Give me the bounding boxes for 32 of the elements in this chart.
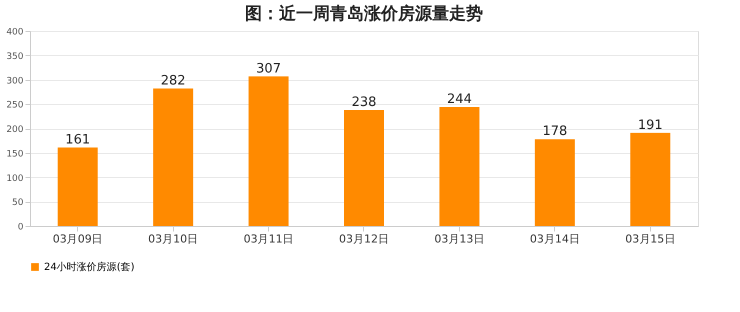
y-tick-label: 50: [12, 198, 24, 208]
x-tick-label: 03月10日: [148, 232, 198, 246]
bar: [344, 110, 384, 226]
x-tick-label: 03月11日: [244, 232, 294, 246]
x-tick-label: 03月15日: [625, 232, 676, 246]
data-label: 178: [542, 124, 568, 140]
data-label: 191: [638, 118, 663, 133]
y-tick-label: 300: [6, 76, 24, 86]
x-tick-label: 03月12日: [339, 232, 389, 246]
y-tick-label: 350: [6, 52, 24, 62]
data-label: 161: [65, 132, 90, 148]
y-tick-label: 250: [6, 100, 24, 111]
x-tick-label: 03月09日: [52, 232, 103, 246]
y-tick-label: 100: [6, 174, 24, 184]
data-label: 244: [447, 92, 472, 108]
legend-label: 24小时涨价房源(套): [44, 261, 135, 273]
bar: [439, 107, 480, 226]
x-tick-label: 03月13日: [434, 232, 484, 246]
data-label: 307: [256, 61, 281, 76]
x-tick-label: 03月14日: [530, 232, 580, 246]
bar: [248, 76, 289, 226]
bar: [58, 148, 98, 226]
y-tick-label: 0: [18, 222, 24, 232]
bar: [534, 139, 575, 226]
y-tick-label: 400: [6, 28, 24, 38]
y-tick-label: 150: [6, 149, 24, 160]
data-label: 282: [160, 74, 186, 89]
chart-title: 图：近一周青岛涨价房源量走势: [245, 4, 483, 24]
bar: [153, 88, 194, 226]
bar: [630, 132, 670, 226]
data-label: 238: [352, 94, 376, 110]
y-tick-label: 200: [6, 125, 24, 135]
